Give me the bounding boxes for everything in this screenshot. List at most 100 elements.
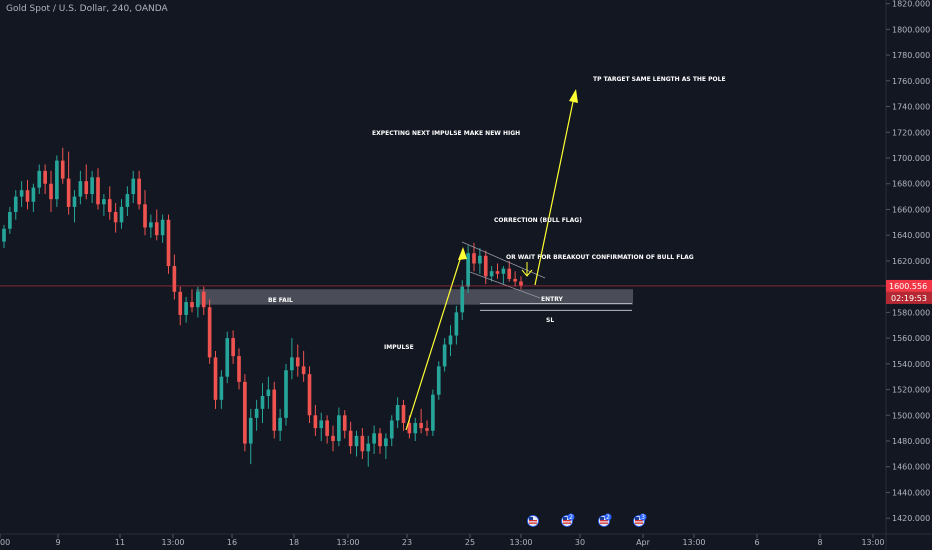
candle-body bbox=[8, 212, 12, 229]
x-tick-label: 6 bbox=[754, 538, 759, 547]
candles bbox=[2, 147, 523, 467]
candle-body bbox=[125, 194, 130, 207]
flag-stripe bbox=[563, 522, 571, 524]
y-tick-label: 1620.000 bbox=[892, 257, 930, 266]
levels bbox=[0, 285, 886, 311]
us-flag-icon: 2 bbox=[598, 513, 612, 527]
candle-body bbox=[319, 420, 324, 429]
annotation-label: TP TARGET SAME LENGTH AS THE POLE bbox=[593, 76, 726, 83]
candle-body bbox=[190, 302, 194, 308]
y-tick-label: 1480.000 bbox=[892, 437, 930, 446]
candle-body bbox=[43, 170, 47, 184]
flag-stripe bbox=[635, 522, 643, 524]
candle-body bbox=[225, 338, 230, 377]
candle-body bbox=[13, 196, 18, 213]
candle-body bbox=[413, 423, 418, 434]
y-tick-label: 1660.000 bbox=[892, 205, 930, 214]
x-tick-label: Apr bbox=[636, 538, 651, 547]
candle-body bbox=[407, 423, 412, 434]
y-axis[interactable]: 1420.000 1440.000 1460.000 1480.000 1500.000… bbox=[886, 0, 932, 523]
x-axis[interactable]: 00 9 11 13:00 16 18 13:00 23 25 13:00 30 Apr 13:00 6 8… bbox=[0, 534, 885, 547]
candle-body bbox=[254, 408, 259, 418]
y-tick-label: 1640.000 bbox=[892, 231, 930, 240]
candle-body bbox=[372, 433, 376, 444]
y-tick-label: 1560.000 bbox=[892, 334, 930, 343]
y-tick-label: 1580.000 bbox=[892, 308, 930, 317]
be-fail-zone bbox=[196, 289, 633, 305]
candle-body bbox=[419, 423, 423, 429]
candle-body bbox=[49, 183, 53, 200]
y-tick-label: 1460.000 bbox=[892, 463, 930, 472]
candle-body bbox=[260, 395, 265, 409]
countdown-text: 02:19:53 bbox=[891, 294, 927, 303]
candle-body bbox=[60, 160, 65, 179]
candle-body bbox=[337, 415, 341, 442]
candle-body bbox=[472, 253, 476, 264]
candle-body bbox=[325, 420, 329, 436]
annotation-label: CORRECTION (BULL FLAG) bbox=[494, 217, 582, 224]
y-tick-label: 1500.000 bbox=[892, 411, 930, 420]
candle-body bbox=[90, 177, 94, 195]
flag-upper-line bbox=[461, 241, 546, 279]
candle-body bbox=[290, 357, 294, 371]
zone-label: BE FAIL bbox=[268, 297, 293, 304]
candle-body bbox=[55, 160, 59, 200]
y-tick-label: 1760.000 bbox=[892, 77, 930, 86]
candle-body bbox=[19, 190, 24, 197]
candle-body bbox=[72, 196, 77, 207]
candle-body bbox=[137, 178, 141, 205]
annotations: TP TARGET SAME LENGTH AS THE POLE EXPECTI… bbox=[268, 76, 726, 351]
candle-body bbox=[513, 278, 517, 282]
candle-body bbox=[113, 212, 118, 223]
candle-body bbox=[483, 255, 488, 277]
annotation-label: OR WAIT FOR BREAKOUT CONFIRMATION OF BUL… bbox=[506, 254, 694, 261]
y-tick-label: 1740.000 bbox=[892, 103, 930, 112]
candle-body bbox=[495, 271, 500, 274]
candle-body bbox=[378, 433, 382, 447]
candle-body bbox=[272, 389, 277, 431]
event-count-badge bbox=[604, 513, 612, 521]
candle-body bbox=[84, 181, 89, 195]
flag-stripe bbox=[529, 522, 537, 524]
candle-body bbox=[119, 206, 124, 223]
candle-body bbox=[237, 356, 241, 382]
candle-body bbox=[348, 430, 353, 447]
x-tick-label: 00 bbox=[0, 538, 10, 547]
candle-body bbox=[25, 190, 30, 202]
us-flag-icon bbox=[527, 515, 539, 527]
tp-arrow bbox=[534, 91, 576, 286]
us-flag-icon: 2 bbox=[561, 513, 575, 527]
candle-body bbox=[160, 219, 165, 236]
candle-body bbox=[401, 404, 406, 424]
candle-body bbox=[243, 381, 247, 444]
current-price-tag bbox=[886, 279, 932, 292]
candle-body bbox=[166, 219, 171, 267]
symbol-title: Gold Spot / U.S. Dollar, 240, OANDA bbox=[6, 4, 168, 14]
candle-body bbox=[366, 443, 371, 452]
confirm-arrowhead bbox=[521, 269, 533, 277]
current-price-text: 1600.556 bbox=[889, 282, 927, 291]
candle-body bbox=[219, 376, 224, 400]
candle-body bbox=[231, 338, 235, 357]
candle-body bbox=[201, 291, 206, 308]
y-tick-label: 1780.000 bbox=[892, 51, 930, 60]
candle-body bbox=[2, 228, 6, 242]
candle-body bbox=[360, 435, 365, 452]
candle-body bbox=[78, 181, 83, 197]
countdown-tag bbox=[886, 291, 932, 304]
candle-body bbox=[313, 415, 318, 429]
y-tick-label: 1820.000 bbox=[892, 0, 930, 9]
x-tick-label: 9 bbox=[55, 538, 60, 547]
candle-body bbox=[478, 255, 482, 264]
annotation-label: EXPECTING NEXT IMPULSE MAKE NEW HIGH bbox=[372, 130, 520, 137]
candle-body bbox=[354, 435, 359, 447]
candle-body bbox=[248, 417, 253, 444]
sl-label: SL bbox=[546, 317, 554, 324]
candle-body bbox=[507, 268, 512, 279]
candle-body bbox=[207, 307, 212, 358]
x-tick-label: 13:00 bbox=[682, 538, 705, 547]
event-count-text: 3 bbox=[641, 514, 645, 521]
x-tick-label: 13:00 bbox=[161, 538, 184, 547]
